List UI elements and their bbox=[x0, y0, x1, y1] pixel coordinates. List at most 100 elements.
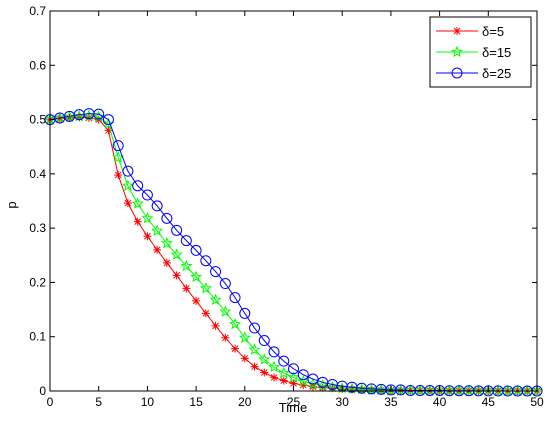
series-2-point bbox=[462, 384, 475, 397]
legend-marker bbox=[453, 27, 461, 35]
series-1-point bbox=[211, 321, 220, 330]
legend-item-2: δ=15 bbox=[436, 45, 511, 60]
series-2-point bbox=[521, 384, 534, 397]
series-3-point bbox=[171, 224, 183, 236]
x-tick-label: 20 bbox=[238, 395, 252, 409]
series-3 bbox=[44, 108, 543, 397]
series-2-point bbox=[121, 179, 134, 191]
series-1-point bbox=[289, 379, 298, 388]
x-tick-label: 25 bbox=[287, 395, 301, 409]
series-2-point bbox=[131, 197, 144, 209]
series-2-point bbox=[472, 384, 485, 397]
series-2-point bbox=[170, 248, 183, 260]
series-1-point bbox=[270, 373, 279, 382]
x-tick-label: 5 bbox=[95, 395, 102, 409]
series-1-point bbox=[114, 170, 123, 179]
series-1-point bbox=[192, 296, 201, 305]
x-tick-label: 45 bbox=[482, 395, 496, 409]
series-3-point bbox=[190, 244, 202, 256]
legend-label: δ=5 bbox=[482, 24, 504, 39]
series-3-point bbox=[239, 307, 251, 319]
x-tick-label: 40 bbox=[433, 395, 447, 409]
series-2-point bbox=[141, 212, 154, 224]
series-3-point bbox=[180, 235, 192, 247]
series-2-point bbox=[375, 383, 388, 396]
series-2-point bbox=[511, 384, 524, 397]
series-3-point bbox=[93, 108, 105, 120]
y-tick-label: 0.2 bbox=[29, 275, 46, 289]
series-3-point bbox=[200, 255, 212, 267]
series-2-point bbox=[482, 384, 495, 397]
series-3-point bbox=[268, 346, 280, 358]
series-3-point bbox=[307, 373, 319, 385]
y-tick-label: 0.1 bbox=[29, 330, 46, 344]
x-tick-label: 50 bbox=[530, 395, 544, 409]
series-1-point bbox=[221, 333, 230, 342]
series-2-point bbox=[267, 360, 281, 373]
series-1-point bbox=[231, 344, 240, 353]
series-2-point bbox=[443, 384, 456, 396]
series-2-point bbox=[297, 374, 310, 387]
series-1-point bbox=[143, 232, 152, 241]
y-tick-label: 0.4 bbox=[29, 167, 46, 181]
series-1-point bbox=[65, 113, 74, 122]
x-tick-label: 35 bbox=[384, 395, 398, 409]
legend-item-3: δ=25 bbox=[436, 66, 511, 81]
series-1-point bbox=[260, 368, 269, 377]
series-3-point bbox=[132, 180, 144, 192]
series-2-point bbox=[394, 384, 407, 396]
series-3-point bbox=[161, 212, 173, 224]
series-2-point bbox=[199, 282, 212, 294]
series-1-point bbox=[201, 309, 210, 318]
series-3-point bbox=[141, 189, 153, 201]
series-2-point bbox=[453, 384, 466, 396]
series-2-point bbox=[423, 384, 436, 396]
series-2-point bbox=[287, 371, 300, 383]
series-1-point bbox=[250, 362, 259, 371]
series-2-point bbox=[258, 353, 271, 365]
series-3-point bbox=[278, 355, 290, 367]
series-2-point bbox=[180, 259, 193, 272]
series-3-point bbox=[102, 114, 114, 126]
series-1-point bbox=[153, 245, 162, 254]
ticks-layer: 0 5 10 15 20 25 30 35 40 45 50 0 0.1 0.2 0.3 0.4 0.5 0.6 0… bbox=[29, 4, 544, 409]
series-3-point bbox=[112, 140, 124, 152]
series-1-point bbox=[240, 354, 249, 363]
y-tick-label: 0.5 bbox=[29, 113, 46, 127]
series-1-point bbox=[133, 217, 142, 226]
series-3-point bbox=[288, 363, 299, 375]
series-1-point bbox=[55, 114, 64, 123]
series-3-point bbox=[249, 322, 261, 334]
x-tick-label: 10 bbox=[141, 395, 155, 409]
series-1-point bbox=[279, 376, 288, 385]
series-1-point bbox=[75, 113, 84, 122]
series-2-point bbox=[384, 384, 397, 396]
series-1-point bbox=[172, 271, 181, 280]
series-1-point bbox=[123, 199, 132, 208]
series-2-point bbox=[501, 384, 514, 397]
series-1-point bbox=[162, 258, 171, 267]
x-tick-label: 30 bbox=[336, 395, 350, 409]
series-3-point bbox=[258, 335, 270, 347]
series-2-point bbox=[433, 384, 446, 396]
legend-label: δ=15 bbox=[482, 45, 511, 60]
series-3-point bbox=[297, 369, 309, 381]
y-axis-label: p bbox=[4, 201, 19, 208]
series-2-point bbox=[238, 331, 251, 343]
series-2-point bbox=[492, 384, 505, 397]
series-2-point bbox=[53, 111, 66, 124]
legend-marker bbox=[451, 67, 463, 79]
series-3-point bbox=[219, 278, 231, 290]
series-1-point bbox=[299, 381, 308, 390]
y-tick-label: 0.7 bbox=[29, 4, 46, 18]
legend-label: δ=25 bbox=[482, 66, 511, 81]
y-tick-label: 0 bbox=[39, 384, 46, 398]
series-2-point bbox=[190, 270, 203, 283]
legend-item-1: δ=5 bbox=[436, 24, 504, 39]
x-tick-label: 15 bbox=[189, 395, 203, 409]
x-tick-label: 0 bbox=[47, 395, 54, 409]
series-2-point bbox=[151, 224, 164, 236]
series-2-point bbox=[530, 384, 544, 397]
series-1-point bbox=[104, 126, 113, 135]
